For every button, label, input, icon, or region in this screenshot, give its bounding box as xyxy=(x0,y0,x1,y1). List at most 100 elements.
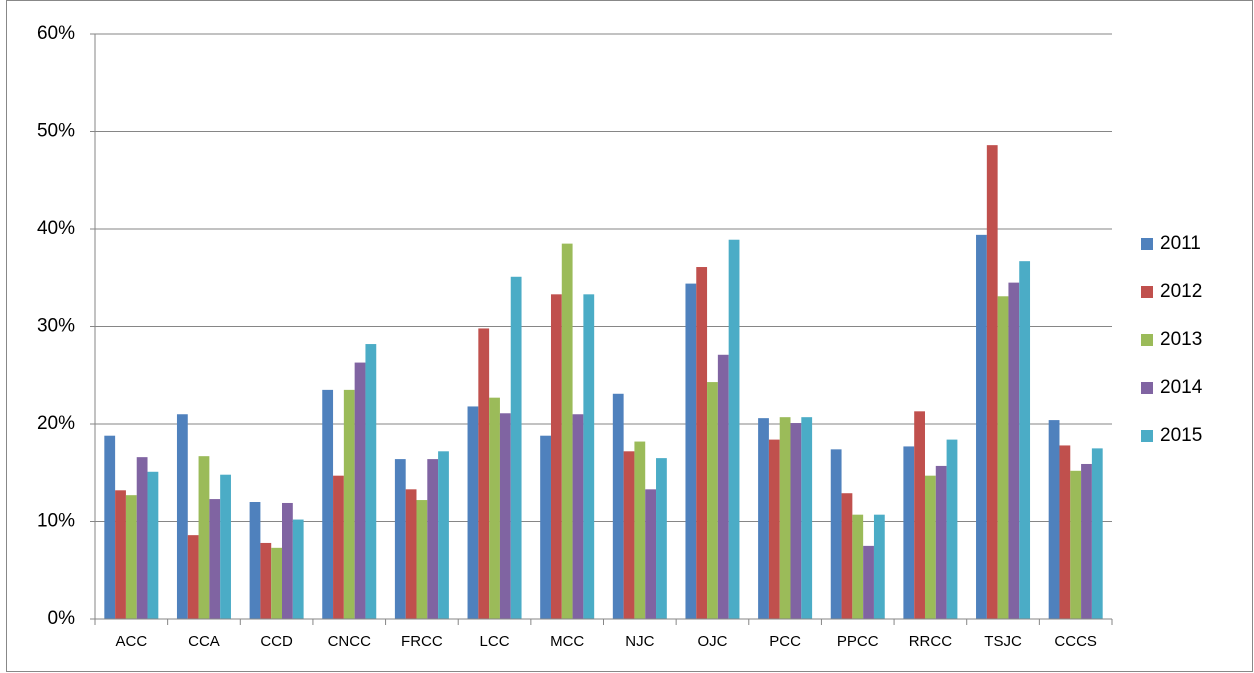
legend-swatch xyxy=(1141,286,1153,298)
bar xyxy=(903,446,915,619)
legend-swatch xyxy=(1141,382,1153,394)
x-tick-label: LCC xyxy=(480,633,510,650)
bar xyxy=(343,389,355,619)
bar xyxy=(499,413,511,619)
bar xyxy=(572,414,584,619)
bar xyxy=(292,519,304,619)
bar xyxy=(354,362,366,619)
x-tick-label: CCD xyxy=(260,633,293,650)
legend-label: 2014 xyxy=(1160,377,1203,398)
bar xyxy=(707,382,718,619)
bar xyxy=(147,471,159,619)
bar xyxy=(634,441,646,619)
y-tick-label: 30% xyxy=(37,316,75,337)
bar xyxy=(478,328,490,619)
legend-swatch xyxy=(1141,430,1153,442)
bar xyxy=(416,500,428,619)
y-tick-label: 40% xyxy=(37,218,75,239)
bar xyxy=(394,459,406,619)
x-tick-label: PCC xyxy=(769,633,801,650)
bar xyxy=(696,267,708,619)
bar xyxy=(790,423,802,619)
bar xyxy=(583,294,595,619)
y-tick-label: 10% xyxy=(37,511,75,532)
bar xyxy=(550,294,562,619)
bar xyxy=(365,344,377,619)
bar xyxy=(830,449,842,619)
bar xyxy=(946,439,958,619)
legend-label: 2013 xyxy=(1160,329,1202,350)
bar xyxy=(873,514,885,619)
bar xyxy=(986,145,998,619)
bar xyxy=(801,417,813,619)
bar xyxy=(779,417,791,619)
x-tick-label: TSJC xyxy=(984,633,1022,650)
x-tick-label: CNCC xyxy=(328,633,371,650)
bar xyxy=(405,489,417,619)
bar xyxy=(1008,282,1020,619)
bar xyxy=(924,475,936,619)
bar xyxy=(1059,445,1071,619)
bar xyxy=(322,389,334,619)
bar xyxy=(758,418,769,619)
bar xyxy=(717,354,729,619)
x-tick-label: RRCC xyxy=(909,633,952,650)
x-tick-label: NJC xyxy=(625,633,654,650)
bar xyxy=(841,493,853,619)
bar xyxy=(427,459,439,619)
bar xyxy=(1048,420,1060,619)
bar xyxy=(863,545,874,619)
bar xyxy=(176,414,188,619)
bar xyxy=(249,502,261,619)
bar xyxy=(198,456,210,619)
x-tick-label: PPCC xyxy=(837,633,879,650)
bar xyxy=(209,499,221,619)
y-tick-label: 50% xyxy=(37,121,75,142)
bar xyxy=(645,489,657,619)
bar xyxy=(271,547,283,619)
legend-label: 2011 xyxy=(1160,233,1201,254)
bar xyxy=(935,465,947,619)
bar xyxy=(728,239,740,619)
x-tick-label: CCA xyxy=(188,633,220,650)
bar xyxy=(997,296,1009,619)
bar xyxy=(768,439,780,619)
x-tick-label: MCC xyxy=(550,633,584,650)
x-tick-label: OJC xyxy=(697,633,727,650)
bar xyxy=(136,457,148,619)
bar xyxy=(260,542,272,619)
bar xyxy=(438,451,449,619)
bar xyxy=(489,397,500,619)
bar xyxy=(1081,463,1092,619)
bar xyxy=(467,406,479,619)
bar xyxy=(125,495,137,619)
legend-label: 2012 xyxy=(1160,281,1202,302)
y-tick-label: 60% xyxy=(37,23,75,44)
bar xyxy=(914,411,925,619)
bar xyxy=(1019,261,1031,619)
x-tick-label: FRCC xyxy=(401,633,443,650)
bar xyxy=(623,451,635,619)
bar xyxy=(220,474,231,619)
x-tick-label: CCCS xyxy=(1054,633,1097,650)
bar xyxy=(187,535,199,619)
bar xyxy=(115,490,126,619)
bar xyxy=(852,514,864,619)
bar xyxy=(656,458,667,619)
bar xyxy=(282,502,293,619)
bar xyxy=(976,234,987,619)
bar xyxy=(561,243,573,619)
bar xyxy=(104,435,116,619)
legend-swatch xyxy=(1141,238,1153,250)
legend-label: 2015 xyxy=(1160,425,1202,446)
legend-swatch xyxy=(1141,334,1153,346)
bar xyxy=(612,393,624,619)
x-tick-label: ACC xyxy=(115,633,147,650)
bar xyxy=(333,475,344,619)
bar xyxy=(540,435,551,619)
bar xyxy=(1070,470,1082,619)
bar xyxy=(685,283,697,619)
bar xyxy=(510,276,522,619)
y-tick-label: 20% xyxy=(37,413,75,434)
